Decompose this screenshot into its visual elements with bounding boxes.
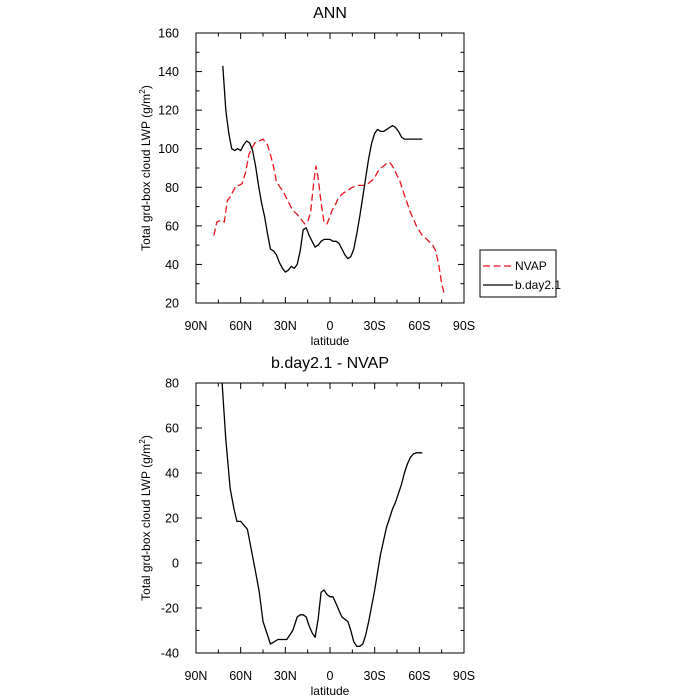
x-tick-label: 60N [229, 319, 252, 333]
x-tick-label: 90N [185, 319, 208, 333]
series-line-b-day2-1 [222, 65, 423, 273]
y-tick-label: 80 [165, 181, 179, 195]
x-tick-label: 90S [453, 319, 475, 333]
chart-title: ANN [313, 5, 347, 22]
y-tick-label: 120 [158, 104, 179, 118]
y-axis-label-text: Total grd-box cloud LWP (g/m [139, 94, 153, 251]
x-tick-label: 30S [364, 319, 386, 333]
legend-box [479, 249, 557, 298]
y-axis-label-superscript: 2 [137, 439, 147, 444]
x-tick-label: 90N [185, 669, 208, 683]
x-tick-label: 90S [453, 669, 475, 683]
chart-title: b.day2.1 - NVAP [271, 355, 389, 372]
y-tick-label: 80 [165, 377, 179, 391]
x-tick-label: 60N [229, 669, 252, 683]
y-tick-label: 0 [172, 557, 179, 571]
y-tick-label: 160 [158, 27, 179, 41]
y-axis-label-superscript: 2 [137, 89, 147, 94]
x-tick-label: 60S [408, 319, 430, 333]
series-layer [213, 65, 446, 296]
y-axis-label-end: ) [139, 85, 153, 89]
x-axis-label: latitude [311, 684, 350, 698]
x-tick-label: 60S [408, 669, 430, 683]
y-tick-label: 60 [165, 219, 179, 233]
y-tick-label: 20 [165, 297, 179, 311]
x-tick-label: 0 [327, 669, 334, 683]
y-tick-label: 40 [165, 258, 179, 272]
y-tick-label: -20 [161, 602, 179, 616]
lower-chart-panel: b.day2.1 - NVAP 90N 60N 30N 0 30S 60S 90S -40 -2… [137, 355, 475, 698]
series-line-difference [221, 382, 423, 647]
x-tick-label: 30N [274, 319, 297, 333]
x-tick-label: 30S [364, 669, 386, 683]
y-tick-label: -40 [161, 647, 179, 661]
y-tick-label: 100 [158, 142, 179, 156]
y-axis-label: Total grd-box cloud LWP (g/m2) [137, 85, 153, 251]
axis-ticks: 90N 60N 30N 0 30S 60S 90S -40 -20 0 20 40 60 80 [161, 377, 475, 684]
legend-label-nvap: NVAP [515, 259, 547, 273]
y-tick-label: 40 [165, 467, 179, 481]
y-tick-label: 20 [165, 512, 179, 526]
legend-label-b-day2-1: b.day2.1 [515, 278, 561, 292]
x-tick-label: 0 [327, 319, 334, 333]
y-axis-label-end: ) [139, 435, 153, 439]
y-tick-label: 140 [158, 65, 179, 79]
y-tick-label: 60 [165, 422, 179, 436]
x-axis-label: latitude [311, 334, 350, 348]
legend: NVAP b.day2.1 [479, 249, 561, 298]
x-tick-label: 30N [274, 669, 297, 683]
y-axis-label-text: Total grd-box cloud LWP (g/m [139, 444, 153, 601]
series-layer [221, 382, 423, 647]
upper-chart-panel: ANN 90N 60N 30N 0 30S 60S 90S 20 40 60 80 100 120 140… [137, 5, 475, 348]
series-line-nvap [213, 138, 446, 296]
y-axis-label: Total grd-box cloud LWP (g/m2) [137, 435, 153, 601]
plot-frame [195, 32, 465, 304]
axis-ticks: 90N 60N 30N 0 30S 60S 90S 20 40 60 80 100 120 140 160 [158, 27, 475, 334]
